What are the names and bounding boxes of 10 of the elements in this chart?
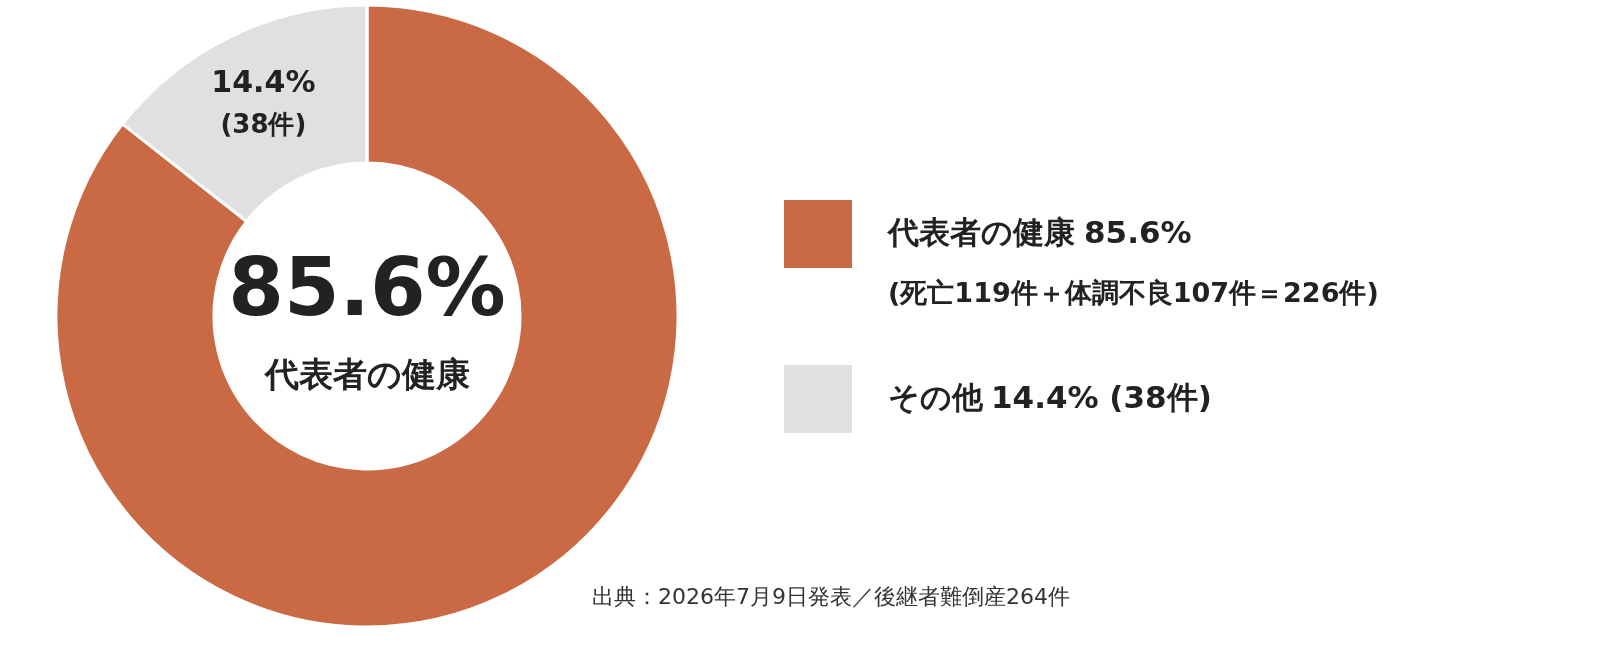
data-label: 14.4% [211,63,316,99]
legend-label: その他 [888,379,984,415]
text: (38件) [220,108,307,139]
legend-label: 代表者の健康 [886,214,1075,250]
data-label: 85.6% [228,241,506,334]
text: 14.4% (38件) [991,379,1212,415]
slice-label: 代表者の健康 [262,354,470,394]
source-note: 出典：2026年7月9日発表／後継者難倒産264件 [592,584,1070,609]
text: 85.6% [1084,214,1192,250]
text: (死亡119件＋体調不良107件＝226件) [888,277,1379,308]
